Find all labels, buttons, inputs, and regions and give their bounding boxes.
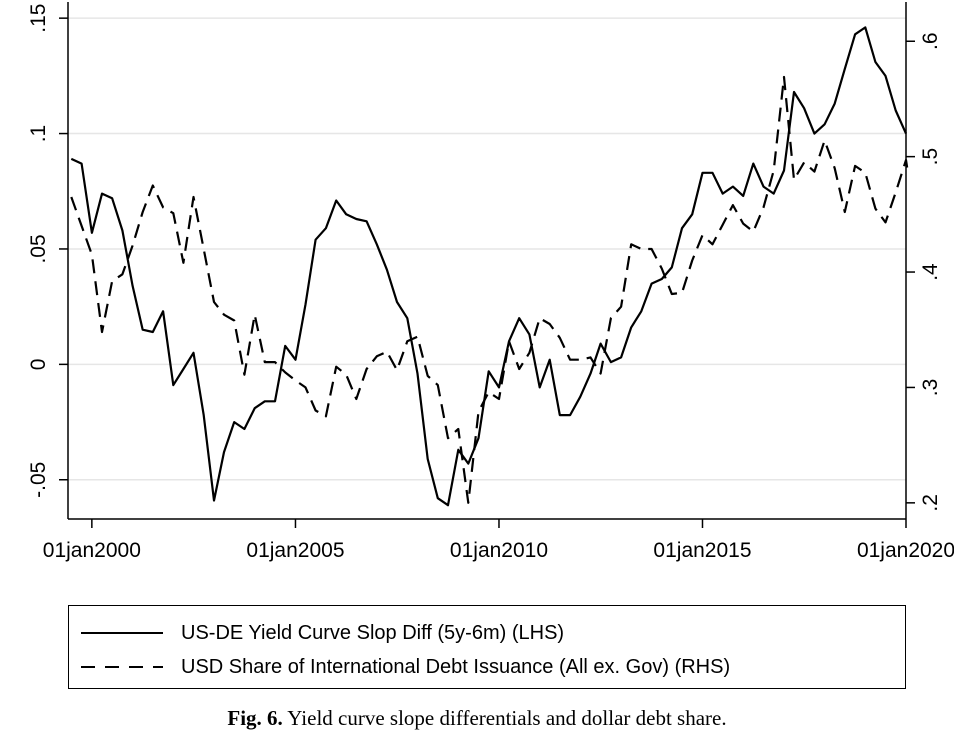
x-tick-label: 01jan2020 bbox=[857, 539, 954, 562]
y-right-tick-label: .5 bbox=[919, 148, 942, 166]
legend-label-usd-share: USD Share of International Debt Issuance… bbox=[181, 655, 731, 678]
legend-entry-yield-curve: US-DE Yield Curve Slop Diff (5y-6m) (LHS… bbox=[69, 618, 564, 648]
legend-swatch-solid bbox=[81, 632, 163, 634]
legend: US-DE Yield Curve Slop Diff (5y-6m) (LHS… bbox=[68, 605, 906, 689]
tick-labels: -.05 0 .05 .1 .15 .2 .3 .4 .5 .6 01jan2000 01jan200… bbox=[27, 4, 954, 562]
y-right-tick-label: .3 bbox=[919, 379, 942, 397]
legend-swatch-dashed bbox=[81, 666, 163, 668]
series-lines bbox=[70, 26, 910, 507]
series-line-yield-curve bbox=[70, 26, 908, 507]
y-left-tick-label: .05 bbox=[27, 234, 50, 263]
yield-curve-chart: -.05 0 .05 .1 .15 .2 .3 .4 .5 .6 01jan2000 01jan200… bbox=[27, 2, 954, 562]
grid-lines bbox=[68, 17, 906, 481]
y-left-tick-label: .15 bbox=[27, 4, 50, 33]
figure-caption: Fig. 6. Yield curve slope differentials … bbox=[0, 706, 954, 740]
x-tick-label: 01jan2005 bbox=[246, 539, 344, 562]
x-tick-label: 01jan2000 bbox=[43, 539, 141, 562]
y-left-tick-label: -.05 bbox=[27, 462, 50, 498]
series-line-usd-share bbox=[70, 75, 910, 504]
x-tick-label: 01jan2010 bbox=[450, 539, 548, 562]
legend-entry-usd-share: USD Share of International Debt Issuance… bbox=[69, 652, 730, 682]
axes bbox=[59, 2, 915, 528]
caption-label: Fig. 6. bbox=[227, 706, 283, 730]
x-tick-label: 01jan2015 bbox=[653, 539, 751, 562]
y-right-tick-label: .6 bbox=[919, 32, 942, 50]
caption-text: Yield curve slope differentials and doll… bbox=[287, 706, 727, 730]
legend-label-yield-curve: US-DE Yield Curve Slop Diff (5y-6m) (LHS… bbox=[181, 621, 565, 644]
y-right-tick-label: .4 bbox=[919, 263, 942, 281]
y-right-tick-label: .2 bbox=[919, 494, 942, 512]
y-left-tick-label: 0 bbox=[27, 359, 50, 371]
y-left-tick-label: .1 bbox=[27, 125, 50, 143]
